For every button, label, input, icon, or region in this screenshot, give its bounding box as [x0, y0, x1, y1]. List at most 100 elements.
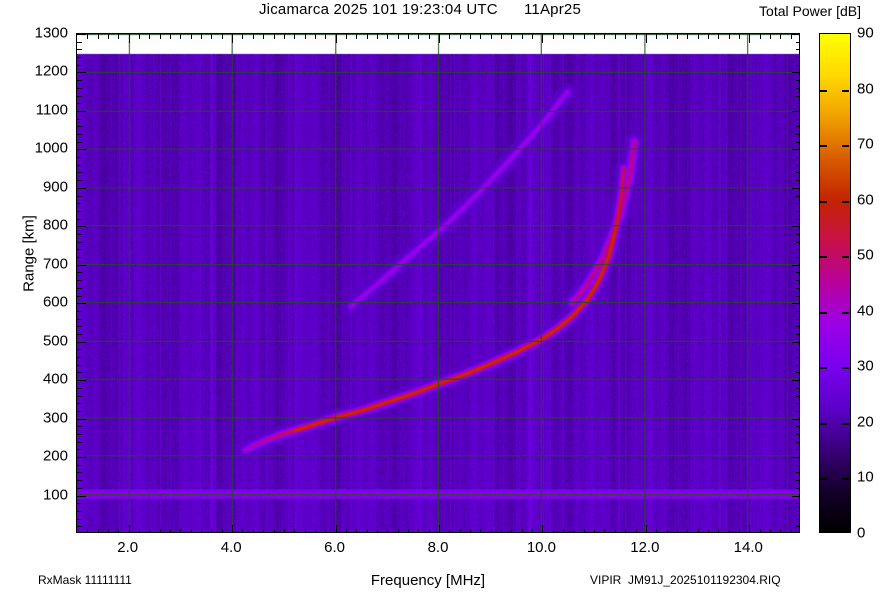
y-minor-tick	[77, 403, 82, 404]
x-minor-tick	[253, 529, 254, 532]
colorbar-tick-label: 70	[857, 135, 874, 153]
x-minor-tick	[718, 34, 719, 39]
x-minor-tick	[222, 529, 223, 532]
x-minor-tick	[780, 34, 781, 39]
x-minor-tick	[284, 34, 285, 39]
y-minor-tick	[77, 388, 82, 389]
y-tick-label: 700	[42, 255, 68, 273]
x-tick-label: 12.0	[630, 539, 660, 556]
x-minor-tick	[770, 529, 771, 532]
y-major-tick	[77, 149, 86, 150]
y-minor-tick	[796, 165, 799, 166]
y-minor-tick	[796, 411, 799, 412]
x-minor-tick	[760, 529, 761, 532]
y-minor-tick	[796, 388, 799, 389]
y-minor-tick	[796, 180, 799, 181]
y-minor-tick	[77, 503, 82, 504]
y-minor-tick	[77, 511, 82, 512]
x-minor-tick	[398, 34, 399, 39]
x-minor-tick	[677, 34, 678, 39]
x-minor-tick	[667, 34, 668, 39]
x-major-tick	[646, 525, 647, 532]
x-minor-tick	[470, 34, 471, 39]
x-minor-tick	[201, 529, 202, 532]
y-major-tick	[792, 380, 799, 381]
x-minor-tick	[491, 34, 492, 39]
x-minor-tick	[191, 529, 192, 532]
y-minor-tick	[77, 134, 82, 135]
y-major-tick	[792, 226, 799, 227]
x-minor-tick	[180, 529, 181, 532]
y-minor-tick	[796, 349, 799, 350]
x-minor-tick	[160, 34, 161, 39]
y-minor-tick	[77, 288, 82, 289]
colorbar-tick-label: 30	[857, 357, 874, 375]
x-minor-tick	[480, 34, 481, 39]
x-minor-tick	[449, 529, 450, 532]
y-minor-tick	[796, 49, 799, 50]
y-minor-tick	[796, 396, 799, 397]
y-minor-tick	[77, 126, 82, 127]
y-minor-tick	[796, 96, 799, 97]
colorbar-tick	[820, 145, 827, 147]
y-minor-tick	[77, 65, 82, 66]
x-minor-tick	[387, 34, 388, 39]
x-tick-label: 10.0	[526, 539, 557, 556]
y-tick-label: 500	[42, 332, 68, 350]
y-minor-tick	[796, 119, 799, 120]
x-minor-tick	[780, 529, 781, 532]
x-minor-tick	[87, 34, 88, 39]
x-major-tick	[439, 525, 440, 532]
x-tick-label: 8.0	[427, 539, 449, 556]
x-minor-tick	[211, 34, 212, 39]
y-minor-tick	[77, 396, 82, 397]
y-major-tick	[77, 265, 86, 266]
x-major-tick	[232, 525, 233, 532]
x-tick-label: 2.0	[117, 539, 139, 556]
y-tick-label: 600	[42, 293, 68, 311]
y-major-tick	[77, 72, 86, 73]
x-minor-tick	[222, 34, 223, 39]
y-minor-tick	[796, 103, 799, 104]
x-minor-tick	[253, 34, 254, 39]
x-major-tick	[542, 34, 543, 43]
y-minor-tick	[77, 180, 82, 181]
y-minor-tick	[77, 519, 82, 520]
x-minor-tick	[563, 529, 564, 532]
x-axis-label: Frequency [MHz]	[370, 572, 486, 589]
x-minor-tick	[739, 529, 740, 532]
x-minor-tick	[108, 529, 109, 532]
y-minor-tick	[796, 280, 799, 281]
colorbar-tick	[820, 90, 827, 92]
colorbar-tick	[842, 423, 849, 425]
x-minor-tick	[284, 529, 285, 532]
x-minor-tick	[708, 34, 709, 39]
x-minor-tick	[604, 529, 605, 532]
x-minor-tick	[770, 34, 771, 39]
y-major-tick	[77, 457, 86, 458]
y-minor-tick	[77, 465, 82, 466]
x-minor-tick	[294, 529, 295, 532]
y-minor-tick	[796, 249, 799, 250]
x-minor-tick	[677, 529, 678, 532]
y-minor-tick	[796, 126, 799, 127]
x-minor-tick	[615, 34, 616, 39]
y-minor-tick	[77, 280, 82, 281]
y-minor-tick	[796, 65, 799, 66]
y-minor-tick	[796, 157, 799, 158]
x-minor-tick	[594, 34, 595, 39]
y-minor-tick	[77, 434, 82, 435]
colorbar-tick-label: 40	[857, 302, 874, 320]
y-minor-tick	[77, 296, 82, 297]
x-minor-tick	[729, 34, 730, 39]
y-minor-tick	[77, 311, 82, 312]
x-minor-tick	[429, 34, 430, 39]
file-info-text: VIPIR JM91J_2025101192304.RIQ	[590, 573, 781, 587]
y-minor-tick	[796, 242, 799, 243]
x-minor-tick	[594, 529, 595, 532]
x-minor-tick	[87, 529, 88, 532]
x-minor-tick	[170, 34, 171, 39]
spectrogram-image	[77, 34, 799, 532]
colorbar-tick-label: 60	[857, 191, 874, 209]
